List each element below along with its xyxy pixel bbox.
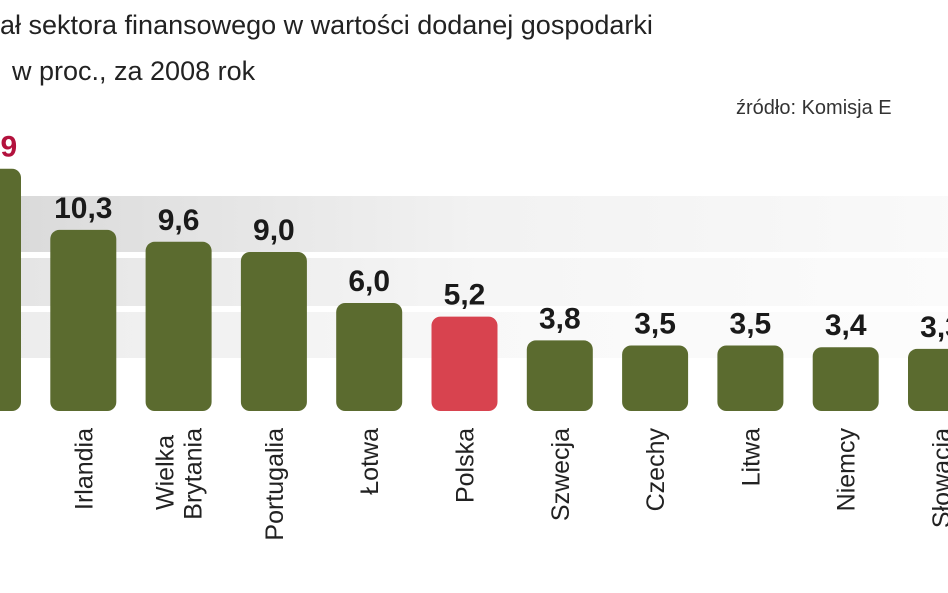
bar xyxy=(145,241,212,411)
bar xyxy=(336,303,403,411)
category-label: Litwa xyxy=(737,428,765,486)
bar xyxy=(622,345,689,411)
bar xyxy=(908,348,948,411)
bars: 13,9 10,3 Irlandia 9,6 Wielka Brytania 9,0 Por… xyxy=(0,131,948,541)
value-label: 9,0 xyxy=(253,214,295,247)
value-label: 3,8 xyxy=(539,302,581,335)
value-label: 3,3 xyxy=(920,311,948,344)
value-label: 3,5 xyxy=(634,308,676,341)
value-label: 5,2 xyxy=(444,279,486,312)
category-label: Łotwa xyxy=(356,428,384,495)
bar xyxy=(526,340,593,411)
bar xyxy=(431,316,498,411)
category-label: Słowacja xyxy=(928,428,948,528)
bar xyxy=(0,168,21,411)
category-label: Irlandia xyxy=(70,428,98,510)
chart-subtitle: w proc., za 2008 rok xyxy=(11,56,256,86)
category-label: Szwecja xyxy=(547,428,575,521)
source: źródło: Komisja E xyxy=(736,97,892,119)
value-label: 13,9 xyxy=(0,131,17,164)
bar xyxy=(717,345,784,411)
value-label: 10,3 xyxy=(54,192,112,225)
category-label: Portugalia xyxy=(261,428,289,541)
bar xyxy=(50,229,117,411)
value-label: 9,6 xyxy=(158,204,200,237)
category-label: Wielka Brytania xyxy=(152,428,208,520)
chart-title: ał sektora finansowego w wartości dodane… xyxy=(0,10,653,40)
category-label: Czechy xyxy=(642,428,670,512)
category-label: Polska xyxy=(452,428,480,503)
value-label: 3,4 xyxy=(825,309,867,342)
bar xyxy=(240,252,307,411)
value-label: 6,0 xyxy=(348,265,390,298)
bar xyxy=(812,347,879,411)
value-label: 3,5 xyxy=(730,308,772,341)
category-label: Niemcy xyxy=(833,428,861,512)
